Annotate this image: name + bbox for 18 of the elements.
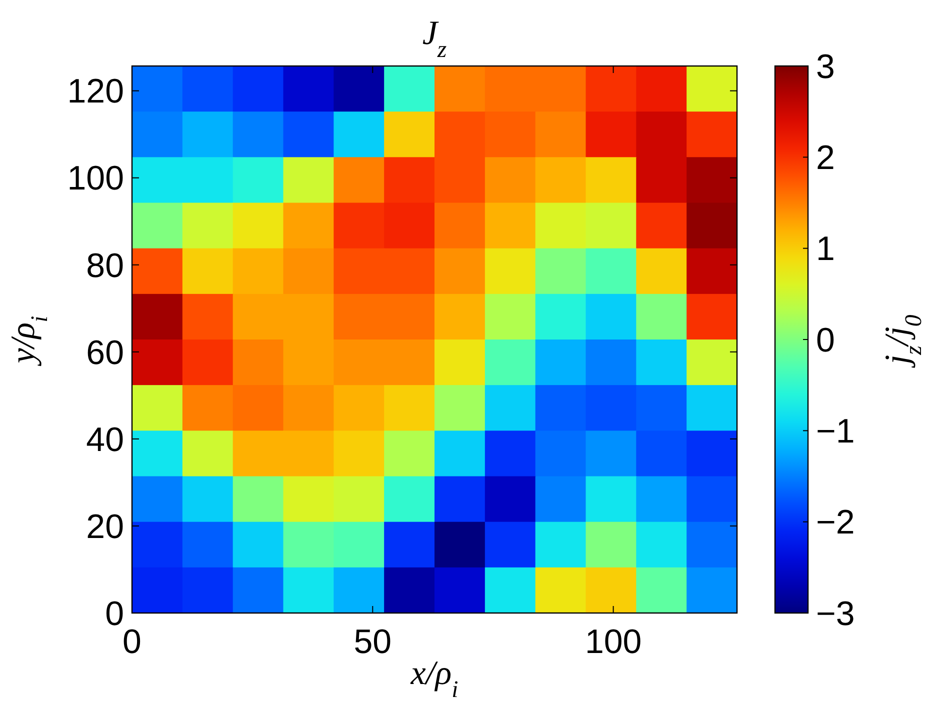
color-bar-label: 2 — [816, 139, 835, 178]
y-tick-label: 80 — [86, 246, 124, 285]
y-tick-label: 40 — [86, 420, 124, 459]
x-tick-label: 50 — [354, 623, 392, 661]
x-tick-label: 100 — [584, 623, 642, 661]
x-axis-title: x/ρ$_{i}$ — [410, 655, 458, 703]
y-tick-label: 120 — [67, 72, 124, 111]
color-bar-label: 0 — [816, 321, 835, 360]
color-bar-label: 1 — [816, 230, 835, 268]
y-tick-label: 20 — [86, 508, 124, 546]
color-bar-label: −3 — [816, 594, 855, 633]
color-bar-label: −1 — [816, 412, 855, 451]
color-bar-label: 3 — [816, 48, 835, 86]
y-tick-label: 0 — [105, 594, 124, 633]
chart-title: J$_{z}$ — [422, 15, 447, 63]
y-tick-label: 100 — [67, 160, 124, 198]
y-tick-label: 60 — [86, 334, 124, 372]
color-bar-label: −2 — [816, 504, 855, 542]
